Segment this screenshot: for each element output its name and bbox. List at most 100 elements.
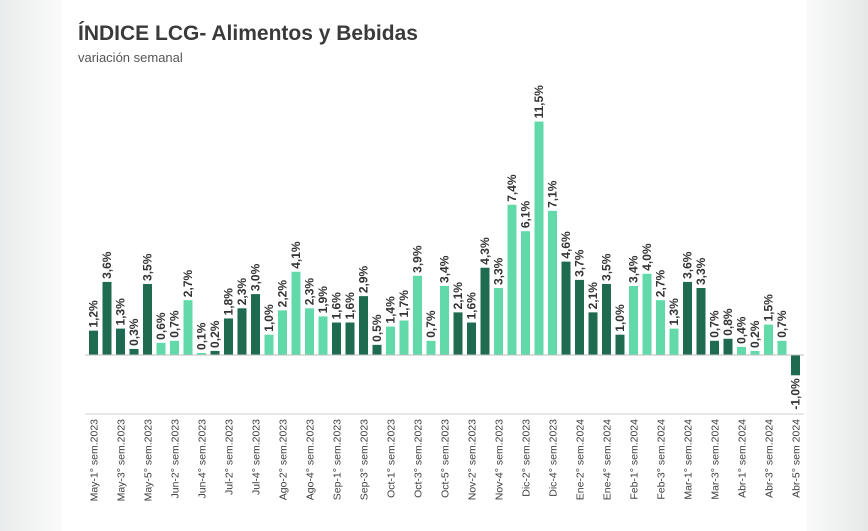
- bar-30: [494, 288, 503, 355]
- bar-43: [669, 328, 679, 355]
- tick-label-6: Jun-2° sem.2023: [170, 419, 182, 499]
- bar-31: [507, 204, 517, 355]
- tick-label-46: Mar-3° sem.2024: [710, 419, 722, 500]
- value-label-18: 1,6%: [330, 292, 344, 320]
- bar-16: [305, 308, 314, 355]
- bar-36: [575, 279, 584, 355]
- tick-labels-layer: May-1° sem.2023 May-3° sem.2023 May-5° sem…: [89, 419, 803, 502]
- bar-52: [791, 355, 800, 376]
- bar-41: [642, 273, 652, 355]
- value-label-8: 0,1%: [195, 322, 209, 350]
- value-label-48: 0,4%: [735, 316, 749, 344]
- bar-23: [399, 320, 409, 355]
- bar-26: [440, 285, 449, 355]
- tick-label-40: Feb-1° sem.2024: [629, 419, 641, 500]
- bar-13: [264, 334, 274, 355]
- value-label-2: 1,3%: [114, 298, 128, 326]
- value-label-5: 0,6%: [154, 312, 168, 340]
- bar-27: [453, 312, 463, 355]
- value-label-49: 0,2%: [748, 320, 762, 348]
- tick-label-12: Jul-4° sem.2023: [251, 419, 263, 495]
- tick-label-20: Sep-3° sem.2023: [359, 419, 371, 500]
- tick-label-26: Oct-5° sem.2023: [440, 419, 452, 498]
- bar-42: [656, 300, 665, 355]
- value-label-26: 3,4%: [438, 255, 452, 283]
- tick-label-18: Sep-1° sem.2023: [332, 419, 344, 500]
- bar-14: [278, 310, 287, 355]
- value-label-45: 3,3%: [694, 257, 708, 285]
- bar-39: [615, 334, 625, 355]
- value-label-14: 2,2%: [276, 280, 290, 308]
- bar-10: [224, 318, 233, 355]
- tick-label-22: Oct-1° sem.2023: [386, 419, 398, 498]
- value-label-32: 6,1%: [519, 200, 533, 228]
- bar-50: [764, 324, 773, 355]
- value-label-23: 1,7%: [397, 290, 411, 318]
- tick-label-32: Dic-2° sem.2023: [521, 419, 533, 497]
- value-label-31: 7,4%: [505, 174, 519, 202]
- value-label-36: 3,7%: [573, 249, 587, 277]
- bar-25: [426, 340, 436, 355]
- bar-47: [723, 338, 733, 355]
- value-label-11: 2,3%: [235, 278, 249, 306]
- tick-label-10: Jul-2° sem.2023: [224, 419, 236, 495]
- bar-18: [332, 322, 341, 355]
- value-label-24: 3,9%: [411, 245, 425, 273]
- value-label-7: 2,7%: [181, 270, 195, 298]
- tick-label-44: Mar-1° sem.2024: [683, 419, 695, 500]
- value-label-42: 2,7%: [654, 270, 668, 298]
- bar-29: [480, 267, 490, 355]
- tick-label-14: Ago-2° sem.2023: [278, 419, 290, 500]
- bar-1: [102, 281, 112, 355]
- value-label-1: 3,6%: [100, 251, 114, 279]
- value-label-20: 2,9%: [357, 265, 371, 293]
- bar-8: [197, 352, 206, 355]
- bar-7: [183, 300, 193, 355]
- value-label-3: 0,3%: [127, 318, 141, 346]
- tick-label-16: Ago-4° sem.2023: [305, 419, 317, 500]
- value-label-39: 1,0%: [613, 304, 627, 332]
- bar-20: [359, 296, 368, 355]
- value-label-15: 4,1%: [289, 241, 303, 269]
- bar-33: [534, 121, 544, 355]
- value-label-34: 7,1%: [546, 180, 560, 208]
- bar-34: [548, 210, 557, 355]
- bar-51: [777, 340, 787, 355]
- value-label-4: 3,5%: [141, 253, 155, 281]
- tick-label-8: Jun-4° sem.2023: [197, 419, 209, 499]
- bar-22: [386, 326, 395, 355]
- value-label-28: 1,6%: [465, 292, 479, 320]
- bar-19: [345, 322, 355, 355]
- bar-38: [602, 283, 611, 355]
- value-label-17: 1,9%: [316, 286, 330, 314]
- bar-49: [750, 350, 760, 355]
- bar-4: [143, 283, 152, 355]
- tick-label-36: Ene-2° sem.2024: [575, 419, 587, 500]
- value-label-27: 2,1%: [451, 282, 465, 310]
- value-label-30: 3,3%: [492, 257, 506, 285]
- background-edge-right: [806, 0, 868, 531]
- tick-label-4: May-5° sem.2023: [143, 419, 155, 502]
- value-label-22: 1,4%: [384, 296, 398, 324]
- bar-45: [696, 288, 706, 355]
- chart-subtitle: variación semanal: [78, 50, 183, 65]
- value-label-43: 1,3%: [667, 298, 681, 326]
- value-label-12: 3,0%: [249, 263, 263, 291]
- chart-title: ÍNDICE LCG- Alimentos y Bebidas: [78, 22, 418, 45]
- value-label-40: 3,4%: [627, 255, 641, 283]
- value-label-0: 1,2%: [87, 300, 101, 328]
- bar-35: [561, 261, 571, 355]
- value-label-50: 1,5%: [762, 294, 776, 322]
- value-label-16: 2,3%: [303, 278, 317, 306]
- background-edge-left: [0, 0, 62, 531]
- bar-37: [588, 312, 598, 355]
- tick-label-2: May-3° sem.2023: [116, 419, 128, 502]
- bar-24: [413, 275, 422, 355]
- bar-44: [683, 281, 692, 355]
- tick-label-42: Feb-3° sem.2024: [656, 419, 668, 500]
- value-label-33: 11,5%: [532, 85, 546, 119]
- bar-3: [129, 348, 139, 355]
- bar-12: [251, 294, 260, 355]
- tick-label-30: Nov-4° sem.2023: [494, 419, 506, 500]
